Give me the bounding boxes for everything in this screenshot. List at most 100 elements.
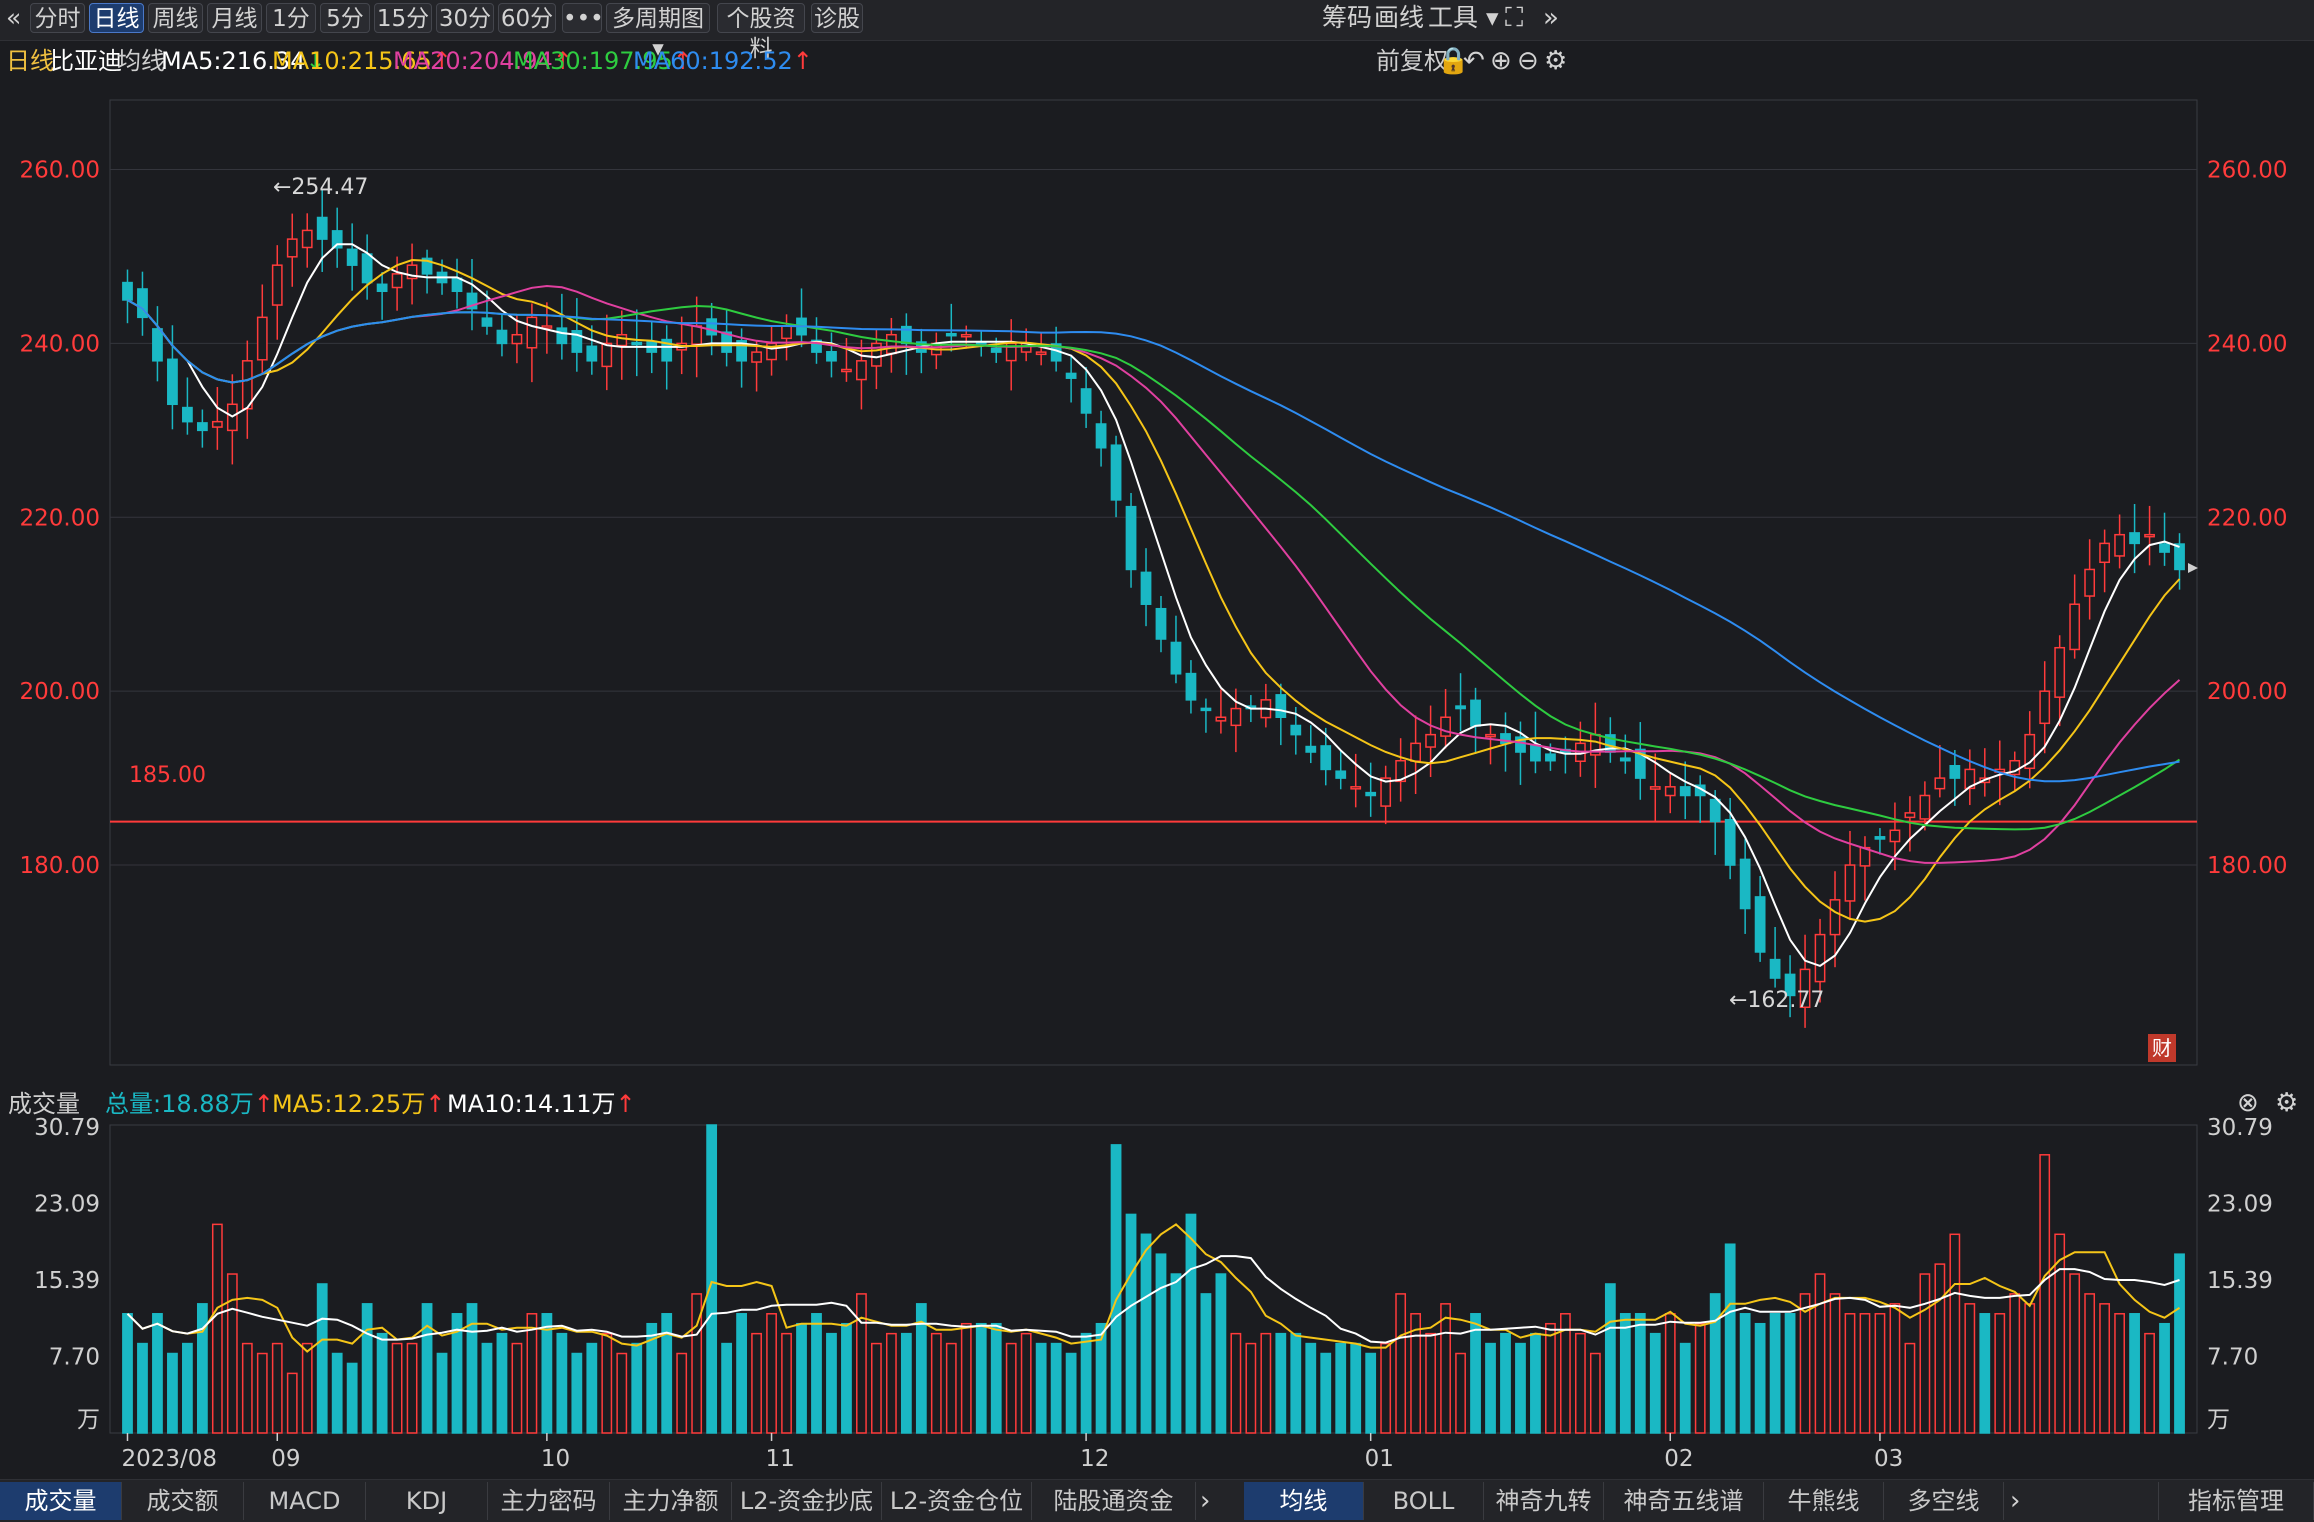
more-periods-button[interactable]: ••• xyxy=(562,3,604,33)
tab-main-net[interactable]: 主力净额 xyxy=(610,1482,732,1520)
volume-bar xyxy=(1350,1342,1362,1434)
undo-icon[interactable]: ↶ xyxy=(1463,46,1485,76)
tab-turnover[interactable]: 成交额 xyxy=(122,1482,244,1520)
period-button-5min[interactable]: 5分 xyxy=(320,3,370,33)
draw-line-button[interactable]: 画线 xyxy=(1374,3,1425,32)
tab-ma[interactable]: 均线 xyxy=(1244,1482,1364,1520)
tab-l2-position[interactable]: L2-资金仓位 xyxy=(882,1482,1032,1520)
fullscreen-icon[interactable]: ⛶ xyxy=(1505,3,1524,33)
period-button-monthly[interactable]: 月线 xyxy=(207,3,262,33)
settings-gear-icon[interactable]: ⚙ xyxy=(1544,46,1568,76)
volume-total: 总量:18.88万↑ xyxy=(105,1085,274,1123)
candle-body xyxy=(631,341,643,346)
candle-body xyxy=(1919,794,1931,820)
zoom-out-icon[interactable]: ⊖ xyxy=(1517,46,1539,76)
stock-info-button[interactable]: 个股资料 xyxy=(717,3,805,62)
volume-bar xyxy=(421,1303,433,1434)
volume-bar xyxy=(990,1322,1002,1434)
period-button-30min[interactable]: 30分 xyxy=(436,3,494,33)
diagnose-button[interactable]: 诊股 xyxy=(811,3,863,33)
collapse-icon[interactable]: « xyxy=(6,3,22,32)
multi-period-dropdown[interactable]: 多周期图 ▾ xyxy=(606,3,710,62)
period-button-weekly[interactable]: 周线 xyxy=(148,3,203,33)
tools-dropdown[interactable]: 工具 ▾ xyxy=(1428,3,1499,33)
candle-body xyxy=(1515,736,1526,753)
chevron-right-icon[interactable]: › xyxy=(1200,1486,1211,1516)
chevron-down-icon: ▾ xyxy=(1485,3,1499,32)
volume-bar xyxy=(2099,1303,2111,1434)
volume-bar xyxy=(900,1332,912,1434)
candle-body xyxy=(316,216,328,240)
candle-body xyxy=(885,333,897,355)
adjust-mode-button[interactable]: 前复权 xyxy=(1376,47,1448,75)
chevron-right-icon[interactable]: › xyxy=(2010,1486,2021,1516)
candle-body xyxy=(2129,532,2140,545)
candle-body xyxy=(1215,716,1227,722)
candle-body xyxy=(1874,836,1886,840)
candle-body xyxy=(586,345,598,362)
finance-badge[interactable]: 财 xyxy=(2148,1034,2176,1062)
tab-five-lines[interactable]: 神奇五线谱 xyxy=(1604,1482,1764,1520)
volume-bar xyxy=(1515,1342,1526,1434)
volume-bar xyxy=(1125,1213,1137,1434)
volume-ma10-text: MA10:14.11万 xyxy=(447,1090,616,1118)
ma-label[interactable]: 均线 xyxy=(117,47,165,75)
candle-body xyxy=(1814,933,1826,983)
main-chart-frame xyxy=(109,99,2198,1066)
period-button-1min[interactable]: 1分 xyxy=(266,3,316,33)
period-button-daily[interactable]: 日线 xyxy=(89,3,144,33)
candle-body xyxy=(391,273,403,289)
tab-bull-energy[interactable]: 牛熊线 xyxy=(1764,1482,1884,1520)
candle-body xyxy=(1799,968,1811,1009)
tab-northbound[interactable]: 陆股通资金 xyxy=(1032,1482,1196,1520)
tab-bull-bear[interactable]: 多空线 xyxy=(1884,1482,2004,1520)
tab-l2-bottom[interactable]: L2-资金抄底 xyxy=(732,1482,882,1520)
tab-kdj[interactable]: KDJ xyxy=(366,1482,488,1520)
volume-bar xyxy=(1649,1332,1661,1434)
tools-label: 工具 xyxy=(1428,3,1479,32)
multi-period-label: 多周期图 xyxy=(612,6,704,32)
period-toolbar: « 分时 日线 周线 月线 1分 5分 15分 30分 60分 ••• 多周期图… xyxy=(0,0,2314,62)
tab-boll[interactable]: BOLL xyxy=(1364,1482,1484,1520)
period-button-60min[interactable]: 60分 xyxy=(498,3,556,33)
volume-tick-right: 23.09 xyxy=(2207,1192,2273,1218)
volume-bar xyxy=(1560,1313,1571,1434)
period-button-minute[interactable]: 分时 xyxy=(30,3,85,33)
volume-bar xyxy=(1140,1233,1152,1434)
indicator-manage-button[interactable]: 指标管理 xyxy=(2158,1482,2314,1520)
zoom-in-icon[interactable]: ⊕ xyxy=(1490,46,1512,76)
candle-body xyxy=(706,318,718,336)
volume-bar xyxy=(841,1322,852,1434)
volume-bar xyxy=(871,1342,882,1434)
period-button-15min[interactable]: 15分 xyxy=(374,3,432,33)
candle-body xyxy=(1829,899,1841,936)
close-indicator-icon[interactable]: ⊗ xyxy=(2237,1088,2259,1118)
chips-button[interactable]: 筹码 xyxy=(1322,3,1373,32)
candle-body xyxy=(2114,533,2125,557)
volume-ma5: MA5:12.25万↑ xyxy=(272,1085,445,1123)
tab-main-chip[interactable]: 主力密码 xyxy=(488,1482,610,1520)
volume-bar xyxy=(1080,1332,1092,1434)
volume-bar xyxy=(1919,1273,1931,1434)
volume-bar xyxy=(1455,1352,1466,1434)
candle-body xyxy=(1320,745,1332,771)
tab-macd[interactable]: MACD xyxy=(244,1482,366,1520)
indicator-settings-icon[interactable]: ⚙ xyxy=(2275,1088,2299,1118)
date-tick-label: 11 xyxy=(766,1446,795,1472)
candle-body xyxy=(1470,699,1481,727)
candle-body xyxy=(286,238,298,258)
volume-bar xyxy=(915,1303,927,1434)
ma60-value: MA60:192.52↑ xyxy=(633,42,813,80)
candle-body xyxy=(2024,733,2036,770)
tab-volume[interactable]: 成交量 xyxy=(0,1482,122,1520)
expand-right-icon[interactable]: » xyxy=(1543,3,1559,33)
lock-icon[interactable]: 🔒 xyxy=(1437,46,1470,76)
volume-bar xyxy=(1814,1273,1826,1434)
candle-body xyxy=(1844,864,1856,902)
tab-magic-nine[interactable]: 神奇九转 xyxy=(1484,1482,1604,1520)
candle-body xyxy=(526,316,538,349)
price-tick-right: 220.00 xyxy=(2207,505,2287,531)
arrow-up-icon: ↑ xyxy=(615,1090,636,1118)
volume-title[interactable]: 成交量 xyxy=(8,1090,80,1118)
